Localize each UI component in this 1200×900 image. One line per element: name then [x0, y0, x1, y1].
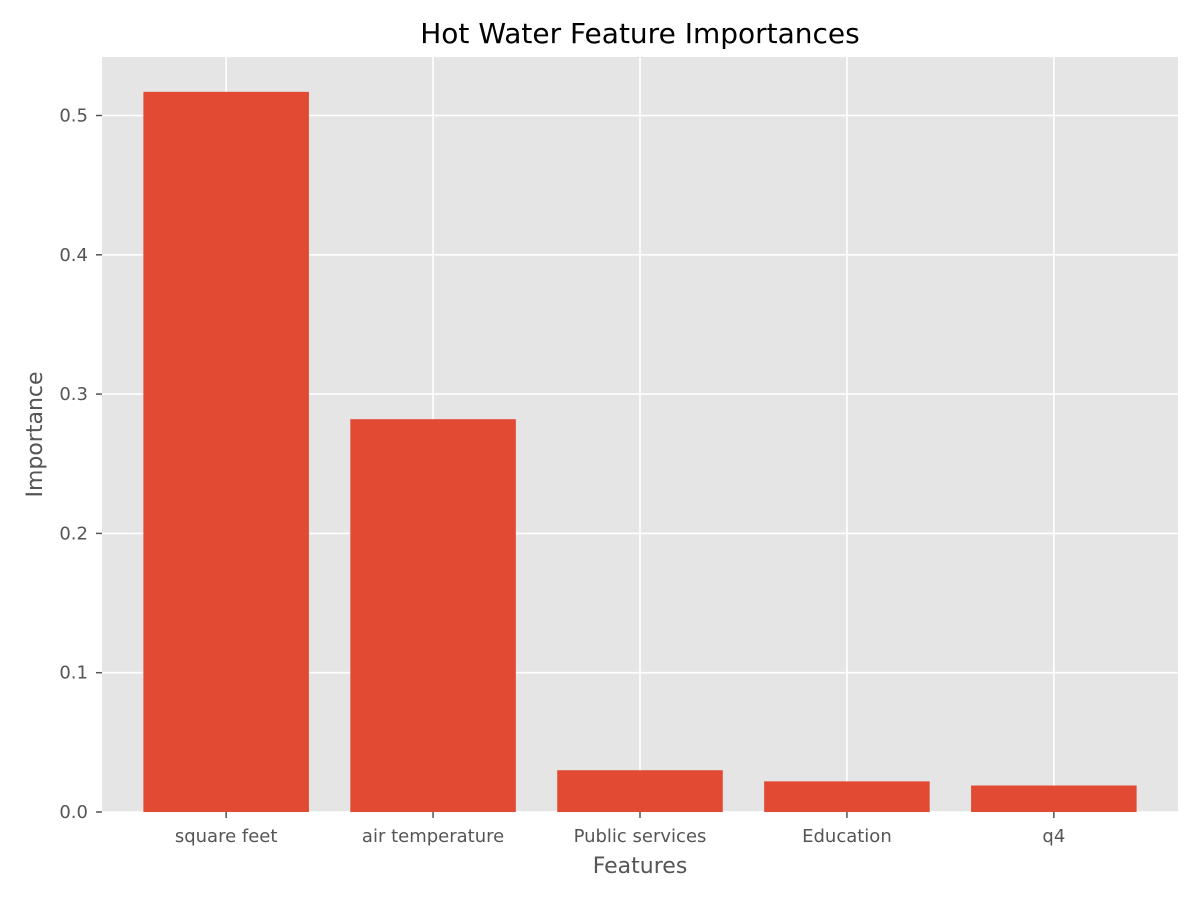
axis-ticks: 0.0 0.1 0.2 0.3 0.4 0.5 square feet air tempera…	[59, 106, 1065, 847]
y-tick-label: 0.5	[59, 106, 88, 127]
bar	[764, 781, 930, 812]
chart-title: Hot Water Feature Importances	[420, 17, 859, 50]
x-tick-label: Education	[802, 826, 892, 847]
x-tick-label: square feet	[175, 826, 278, 847]
y-tick-label: 0.1	[59, 663, 88, 684]
bars	[143, 91, 1137, 813]
bar	[557, 770, 723, 812]
y-tick-label: 0.4	[59, 245, 88, 266]
y-tick-label: 0.3	[59, 384, 88, 405]
x-axis-label: Features	[593, 854, 688, 879]
bar	[971, 785, 1137, 812]
x-tick-label: Public services	[574, 826, 707, 847]
y-tick-label: 0.2	[59, 523, 88, 544]
x-tick-label: air temperature	[362, 826, 504, 847]
bar	[143, 91, 309, 813]
bar	[350, 419, 516, 812]
x-tick-label: q4	[1042, 826, 1065, 847]
y-axis-label: Importance	[23, 371, 48, 497]
y-tick-label: 0.0	[59, 802, 88, 823]
